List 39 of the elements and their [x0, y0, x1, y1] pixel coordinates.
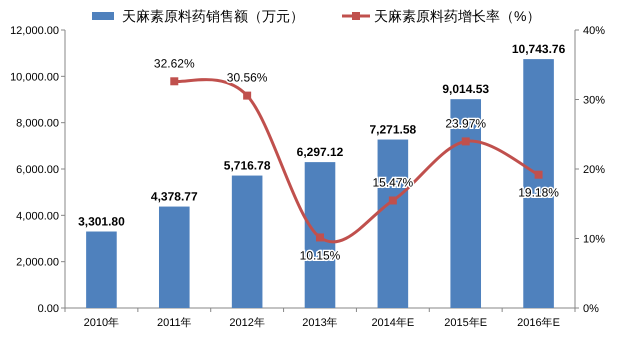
data-label: 6,297.12 [296, 145, 344, 160]
bar [158, 206, 190, 308]
x-tick-label: 2015年E [444, 317, 488, 329]
data-label: 10,743.76 [512, 42, 566, 56]
y2-tick-label: 30% [583, 94, 606, 106]
data-label: 3,301.80 [78, 214, 126, 229]
y2-tick-label: 0% [583, 303, 600, 315]
x-tick-label: 2016年E [517, 317, 560, 329]
data-label: 32.62% [154, 56, 195, 70]
y-tick-label: 8,000.00 [16, 118, 59, 130]
data-label: 7,271.58 [370, 122, 417, 137]
x-tick-label: 2010年 [84, 317, 120, 329]
point [388, 196, 397, 204]
x-tick-label: 2014年E [371, 317, 414, 329]
y2-tick-label: 40% [583, 25, 606, 37]
y-tick-label: 6,000.00 [16, 164, 59, 176]
point [534, 170, 543, 179]
x-tick-label: 2011年 [156, 317, 192, 329]
point [316, 233, 324, 242]
y2-tick-label: 10% [583, 234, 606, 246]
x-tick-label: 2012年 [229, 317, 265, 329]
y-tick-label: 12,000.00 [10, 25, 59, 37]
x-tick-label: 2013年 [302, 317, 338, 329]
y-tick-label: 0.00 [38, 303, 59, 315]
data-label: 4,378.77 [150, 190, 198, 204]
legend-label: 天麻素原料药增长率（%） [374, 8, 540, 24]
bar [86, 232, 117, 308]
y2-tick-label: 20% [583, 164, 606, 176]
point [170, 77, 178, 86]
point [243, 92, 252, 100]
point [462, 137, 470, 146]
data-label: 30.56% [226, 70, 268, 85]
data-label: 5,716.78 [224, 158, 271, 173]
legend-label: 天麻素原料药销售额（万元） [122, 8, 304, 24]
y-tick-label: 10,000.00 [10, 71, 59, 84]
data-label: 9,014.53 [442, 82, 490, 96]
y-tick-label: 4,000.00 [16, 210, 59, 222]
bar [232, 176, 262, 308]
y-tick-label: 2,000.00 [16, 256, 59, 269]
